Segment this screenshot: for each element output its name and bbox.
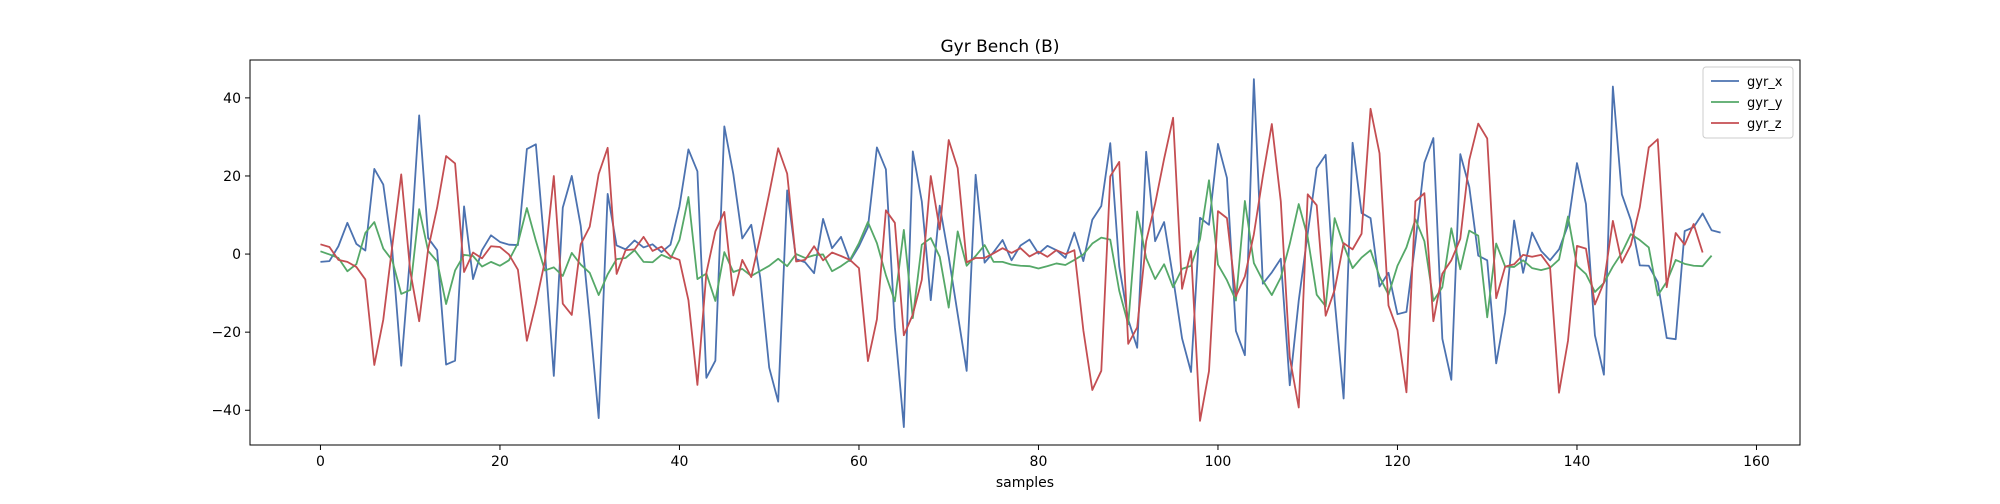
x-tick-label: 140 [1564, 454, 1591, 470]
series-line-gyr-z [320, 107, 1704, 422]
x-tick-label: 60 [850, 454, 868, 470]
y-axis-ticks: −40 −20 0 20 40 [211, 91, 250, 419]
x-tick-label: 0 [316, 454, 325, 470]
y-tick-label: −40 [211, 403, 241, 419]
x-tick-label: 20 [491, 454, 509, 470]
legend: gyr_x gyr_y gyr_z [1702, 66, 1794, 139]
series-line-gyr-x [320, 78, 1721, 428]
x-axis-ticks: 0 20 40 60 80 100 120 140 160 [316, 445, 1770, 470]
y-tick-label: 40 [223, 91, 241, 107]
y-tick-label: 20 [223, 169, 241, 185]
x-axis-label: samples [996, 475, 1054, 491]
x-tick-label: 100 [1205, 454, 1232, 470]
legend-label: gyr_y [1747, 96, 1783, 111]
y-tick-label: −20 [211, 325, 241, 341]
x-tick-label: 120 [1384, 454, 1411, 470]
chart-title: Gyr Bench (B) [941, 37, 1060, 57]
y-tick-label: 0 [232, 247, 241, 263]
series-line-gyr-y [320, 179, 1713, 326]
legend-label: gyr_z [1747, 117, 1782, 132]
x-tick-label: 80 [1030, 454, 1048, 470]
series-lines [320, 78, 1721, 428]
legend-label: gyr_x [1747, 75, 1783, 90]
plot-area-frame [249, 59, 1801, 446]
x-tick-label: 160 [1743, 454, 1770, 470]
x-tick-label: 40 [671, 454, 689, 470]
legend-box [1702, 66, 1794, 139]
